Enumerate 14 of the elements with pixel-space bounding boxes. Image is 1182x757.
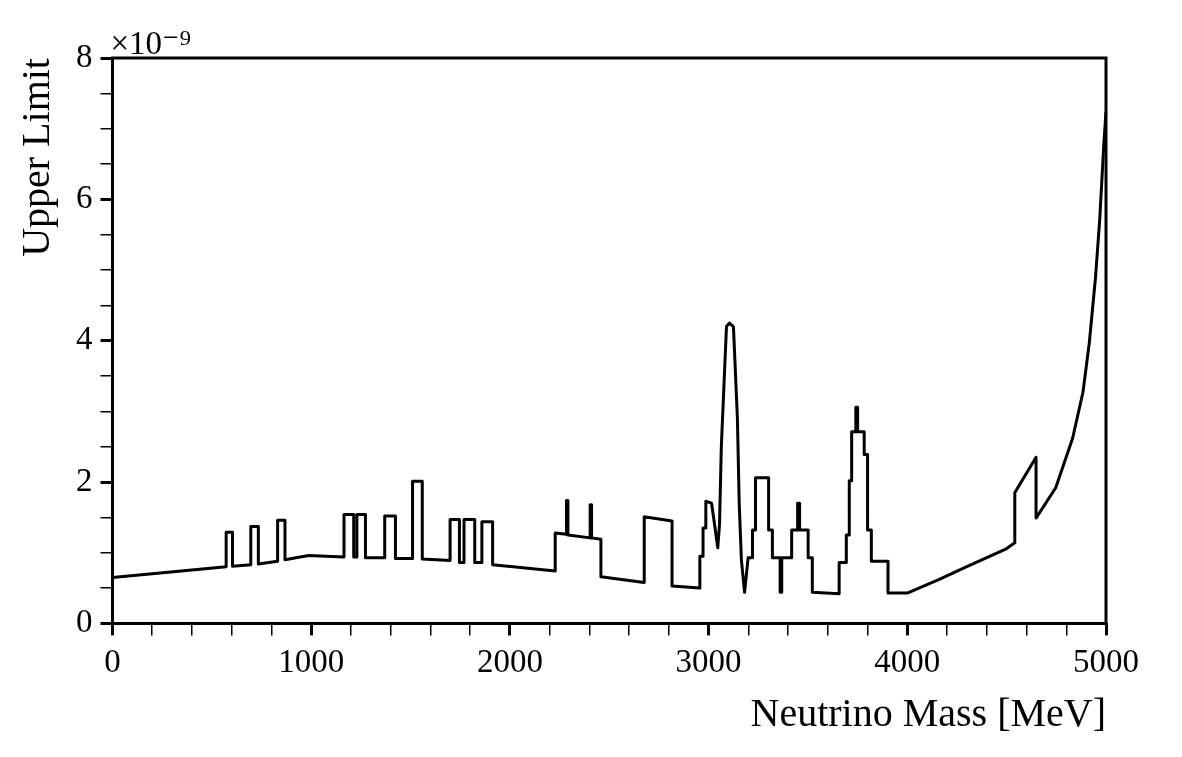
y-axis-title: Upper Limit [12, 58, 58, 257]
x-tick-label: 0 [104, 642, 121, 679]
y-tick-label: 6 [76, 179, 93, 216]
y-tick-label: 0 [76, 603, 93, 640]
y-tick-label: 4 [76, 320, 93, 357]
x-tick-label: 5000 [1073, 642, 1139, 679]
x-tick-label: 4000 [874, 642, 941, 679]
y-tick-label: 2 [76, 461, 93, 498]
y-tick-label: 8 [76, 37, 93, 74]
x-tick-label: 1000 [278, 642, 345, 679]
x-tick-label: 3000 [675, 642, 742, 679]
x-tick-label: 2000 [476, 642, 543, 679]
x-axis-title: Neutrino Mass [MeV] [750, 689, 1106, 735]
annotation: ×10⁻⁹ [110, 25, 192, 62]
